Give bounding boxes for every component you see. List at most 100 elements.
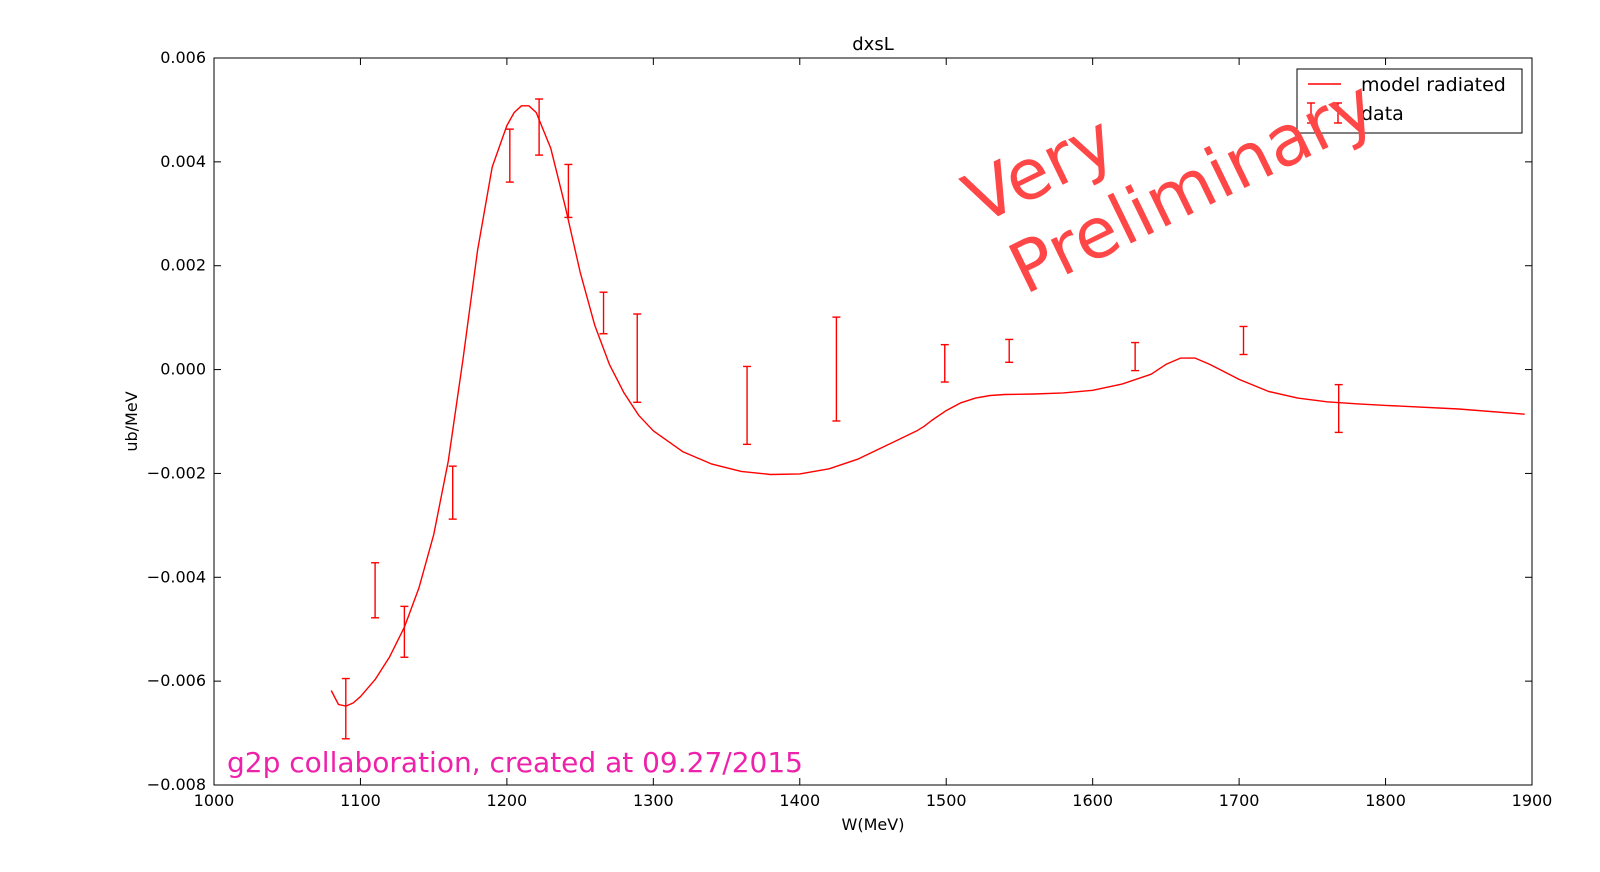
data-point-errorbar xyxy=(448,465,457,520)
axis-ticks: 1000 1100 1200 1300 1400 1500 1600 1700 1800 1900… xyxy=(147,48,1553,810)
line-point xyxy=(521,105,522,106)
line-point xyxy=(960,402,961,403)
line-point xyxy=(924,426,925,427)
data-point-errorbar xyxy=(832,316,841,422)
line-point xyxy=(580,271,581,272)
line-point xyxy=(1326,401,1327,402)
line-point xyxy=(1092,390,1093,391)
data-point-errorbar xyxy=(535,98,544,156)
legend-label-model-radiated: model radiated xyxy=(1361,74,1506,96)
line-point xyxy=(623,392,624,393)
x-tick-label: 1200 xyxy=(487,791,528,810)
line-point xyxy=(682,451,683,452)
line-point xyxy=(887,444,888,445)
x-tick-label: 1800 xyxy=(1365,791,1406,810)
line-point xyxy=(514,112,515,113)
line-point xyxy=(858,458,859,459)
line-point xyxy=(331,690,332,691)
line-point xyxy=(1063,392,1064,393)
data-point-errorbar xyxy=(940,343,949,383)
legend-swatch-data xyxy=(1307,102,1342,124)
data-point-errorbar xyxy=(633,313,642,403)
y-tick-label: 0.002 xyxy=(160,256,206,275)
line-point xyxy=(1356,403,1357,404)
line-point xyxy=(1195,358,1196,359)
line-point xyxy=(389,656,390,657)
data-point-errorbar xyxy=(1239,325,1248,356)
x-tick-label: 1600 xyxy=(1072,791,1113,810)
line-point xyxy=(741,471,742,472)
y-tick-label: 0.000 xyxy=(160,360,206,379)
plot-area xyxy=(213,57,1533,786)
data-point-errorbar xyxy=(1131,341,1140,372)
line-point xyxy=(946,410,947,411)
y-tick-label: −0.006 xyxy=(147,671,206,690)
line-point xyxy=(1004,394,1005,395)
line-point xyxy=(1524,414,1525,415)
line-point xyxy=(1385,405,1386,406)
line-point xyxy=(1458,408,1459,409)
x-tick-label: 1400 xyxy=(779,791,820,810)
line-point xyxy=(1239,379,1240,380)
line-point xyxy=(594,325,595,326)
y-tick-label: −0.008 xyxy=(147,775,206,794)
line-point xyxy=(374,679,375,680)
x-tick-label: 1500 xyxy=(926,791,967,810)
line-point xyxy=(1151,374,1152,375)
line-point xyxy=(990,395,991,396)
x-tick-label: 1300 xyxy=(633,791,674,810)
x-tick-label: 1100 xyxy=(340,791,381,810)
line-point xyxy=(433,534,434,535)
data-point-errorbar xyxy=(341,677,350,740)
data-point-errorbar xyxy=(1334,383,1343,434)
line-point xyxy=(1121,384,1122,385)
credit-annotation: g2p collaboration, created at 09.27/2015 xyxy=(227,746,803,779)
legend-label-data: data xyxy=(1361,103,1404,125)
line-point xyxy=(770,474,771,475)
line-point xyxy=(1297,398,1298,399)
line-point xyxy=(653,430,654,431)
line-point xyxy=(565,207,566,208)
line-point xyxy=(550,148,551,149)
line-point xyxy=(931,420,932,421)
y-tick-label: −0.004 xyxy=(147,567,206,586)
line-point xyxy=(799,473,800,474)
y-tick-label: 0.004 xyxy=(160,152,206,171)
line-point xyxy=(462,359,463,360)
data-point-errorbar xyxy=(371,562,380,619)
data-point-errorbar xyxy=(505,128,514,183)
line-point xyxy=(528,105,529,106)
data-point-errorbar xyxy=(743,365,752,446)
data-point-errorbar xyxy=(564,163,573,219)
line-point xyxy=(448,460,449,461)
line-point xyxy=(360,696,361,697)
line-point xyxy=(477,250,478,251)
line-point xyxy=(353,702,354,703)
line-point xyxy=(975,398,976,399)
series-layer xyxy=(330,98,1525,740)
x-axis-title: W(MeV) xyxy=(842,815,905,834)
y-tick-label: 0.006 xyxy=(160,48,206,67)
x-tick-label: 1000 xyxy=(194,791,235,810)
line-point xyxy=(506,125,507,126)
line-point xyxy=(1209,364,1210,365)
line-point xyxy=(1268,391,1269,392)
line-point xyxy=(1165,364,1166,365)
line-point xyxy=(916,430,917,431)
line-point xyxy=(1180,358,1181,359)
data-point-errorbar xyxy=(599,291,608,335)
x-tick-label: 1900 xyxy=(1512,791,1553,810)
line-point xyxy=(418,587,419,588)
line-point xyxy=(1033,393,1034,394)
line-point xyxy=(492,166,493,167)
line-point xyxy=(609,364,610,365)
line-point xyxy=(828,468,829,469)
legend: model radiated data xyxy=(1296,68,1523,134)
data-point-errorbar xyxy=(1005,338,1014,364)
line-point xyxy=(338,704,339,705)
x-tick-label: 1700 xyxy=(1219,791,1260,810)
line-point xyxy=(711,463,712,464)
line-point xyxy=(536,112,537,113)
line-point xyxy=(638,415,639,416)
